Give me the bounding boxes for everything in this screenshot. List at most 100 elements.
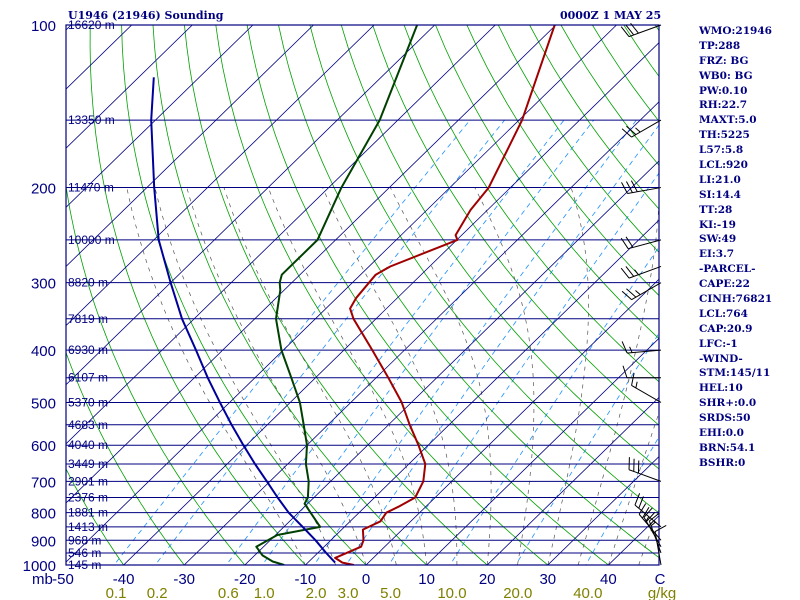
pressure-tick-label: 300 xyxy=(31,276,56,293)
wind-barb xyxy=(620,265,662,279)
height-label: 13350 m xyxy=(68,113,115,127)
temperature-tick-label: 30 xyxy=(539,571,556,588)
station-title: U1946 (21946) Sounding xyxy=(68,9,224,22)
isotherms xyxy=(66,25,659,565)
isotherm-line xyxy=(66,25,254,208)
wind-barb xyxy=(654,525,667,566)
index-item: EI:3.7 xyxy=(699,248,735,261)
index-item: BSHR:0 xyxy=(699,456,746,469)
pressure-tick-label: 1000 xyxy=(23,558,56,575)
pressure-tick-label: 100 xyxy=(31,18,56,35)
index-item: TP:288 xyxy=(699,39,741,52)
index-item: CAPE:22 xyxy=(699,278,750,291)
dry-adiabat-line xyxy=(278,25,659,559)
isotherm-line xyxy=(365,278,659,565)
isotherm-line xyxy=(486,396,659,565)
isotherm-line xyxy=(426,337,659,565)
height-label: 968 m xyxy=(68,533,101,547)
mixing-ratio-tick-label: 40.0 xyxy=(573,585,602,600)
temperature-tick-label: -20 xyxy=(234,571,256,588)
dry-adiabat-line xyxy=(184,25,488,565)
wind-barb xyxy=(621,180,662,194)
stability-indices-panel: WMO:21946 TP:288 FRZ: BG WB0: BG PW:0.10 RH:2… xyxy=(699,24,799,471)
height-label: 2901 m xyxy=(68,474,108,488)
index-item: STM:145/11 xyxy=(699,367,771,380)
mixing-ratio-tick-labels: 0.1 0.2 0.6 1.0 2.0 3.0 5.0 10.0 20.0 40.0 g/kg xyxy=(106,585,677,600)
moist-adiabat-line xyxy=(547,187,589,565)
wind-barb xyxy=(648,512,662,554)
index-item: FRZ: BG xyxy=(699,54,749,67)
mixing-ratio-tick-label: 3.0 xyxy=(338,585,359,600)
index-item: WMO:21946 xyxy=(699,25,772,37)
wind-barb xyxy=(620,22,662,38)
pressure-tick-label: 200 xyxy=(31,181,56,198)
moist-adiabat-line xyxy=(267,187,427,565)
dry-adiabat-line xyxy=(215,25,549,565)
temperature-tick-label: 0 xyxy=(362,571,370,588)
isotherm-line xyxy=(66,25,496,445)
pressure-tick-label: 600 xyxy=(31,438,56,455)
dry-adiabat-line xyxy=(152,25,428,565)
dry-adiabat-line xyxy=(309,25,659,514)
index-item: SHR+:0.0 xyxy=(699,397,757,410)
mixing-ratio-tick-label: 1.0 xyxy=(254,585,275,600)
temperature-tick-label: 20 xyxy=(479,571,496,588)
index-item: TT:28 xyxy=(699,203,733,216)
index-item: SI:14.4 xyxy=(699,188,741,201)
dry-adiabat-line xyxy=(89,25,306,565)
wind-barb xyxy=(634,493,662,528)
height-label: 10000 m xyxy=(68,233,115,247)
index-item: PW:0.10 xyxy=(699,84,748,97)
index-item: SRDS:50 xyxy=(699,412,751,425)
mixing-ratio-tick-label: 0.6 xyxy=(218,585,239,600)
dry-adiabat-line xyxy=(435,25,659,340)
temperature-tick-labels: -50 -40 -30 -20 -10 0 10 20 30 40 C xyxy=(52,571,665,588)
temperature-unit-label: C xyxy=(655,571,666,588)
index-item: EHI:0.0 xyxy=(699,427,744,440)
pressure-tick-label: 700 xyxy=(31,474,56,491)
index-item: L57:5.8 xyxy=(699,144,744,157)
mixing-ratio-tick-label: 10.0 xyxy=(437,585,466,600)
isotherm-line xyxy=(66,25,375,327)
mixing-ratio-tick-label: 5.0 xyxy=(380,585,401,600)
wind-barb xyxy=(631,372,662,403)
wind-barb xyxy=(621,341,662,354)
isobars xyxy=(66,24,659,566)
temperature-tick-label: -40 xyxy=(113,571,135,588)
height-label: 546 m xyxy=(68,546,101,560)
isotherm-line xyxy=(66,25,557,504)
sounding-time: 0000Z 1 MAY 25 xyxy=(560,9,662,22)
isotherm-line xyxy=(66,25,314,268)
sounding-profiles xyxy=(150,25,556,565)
height-label: 1881 m xyxy=(68,506,108,520)
index-item: -PARCEL- xyxy=(699,263,756,276)
index-item: LCL:920 xyxy=(699,159,748,172)
temperature-tick-label: 40 xyxy=(600,571,617,588)
wind-barb xyxy=(643,507,662,547)
mixing-ratio-unit-label: g/kg xyxy=(648,585,676,600)
dewpoint-profile xyxy=(255,25,419,565)
index-item: WB0: BG xyxy=(699,69,753,82)
height-labels: 16620 m 13350 m 11470 m 10000 m 8820 m 7819 m… xyxy=(68,18,115,572)
wind-barb xyxy=(621,282,662,301)
height-label: 145 m xyxy=(68,558,101,572)
height-label: 16620 m xyxy=(68,18,115,32)
dry-adiabat-line xyxy=(466,25,659,297)
temperature-tick-label: -50 xyxy=(52,571,74,588)
wind-barb xyxy=(621,119,662,138)
height-label: 4683 m xyxy=(68,418,108,432)
mixing-ratio-tick-label: 0.1 xyxy=(106,585,127,600)
height-label: 3449 m xyxy=(68,457,108,471)
dry-adiabat-line xyxy=(372,25,659,426)
mixing-ratio-tick-label: 2.0 xyxy=(306,585,327,600)
index-item: TH:5225 xyxy=(699,129,750,142)
height-label: 6107 m xyxy=(68,371,108,385)
index-item: CAP:20.9 xyxy=(699,322,753,335)
pressure-unit-label: mb xyxy=(32,571,53,588)
wind-barbs xyxy=(620,22,667,566)
mixing-ratio-tick-label: 0.2 xyxy=(147,585,168,600)
height-label: 4040 m xyxy=(68,438,108,452)
isotherm-line xyxy=(66,25,193,149)
